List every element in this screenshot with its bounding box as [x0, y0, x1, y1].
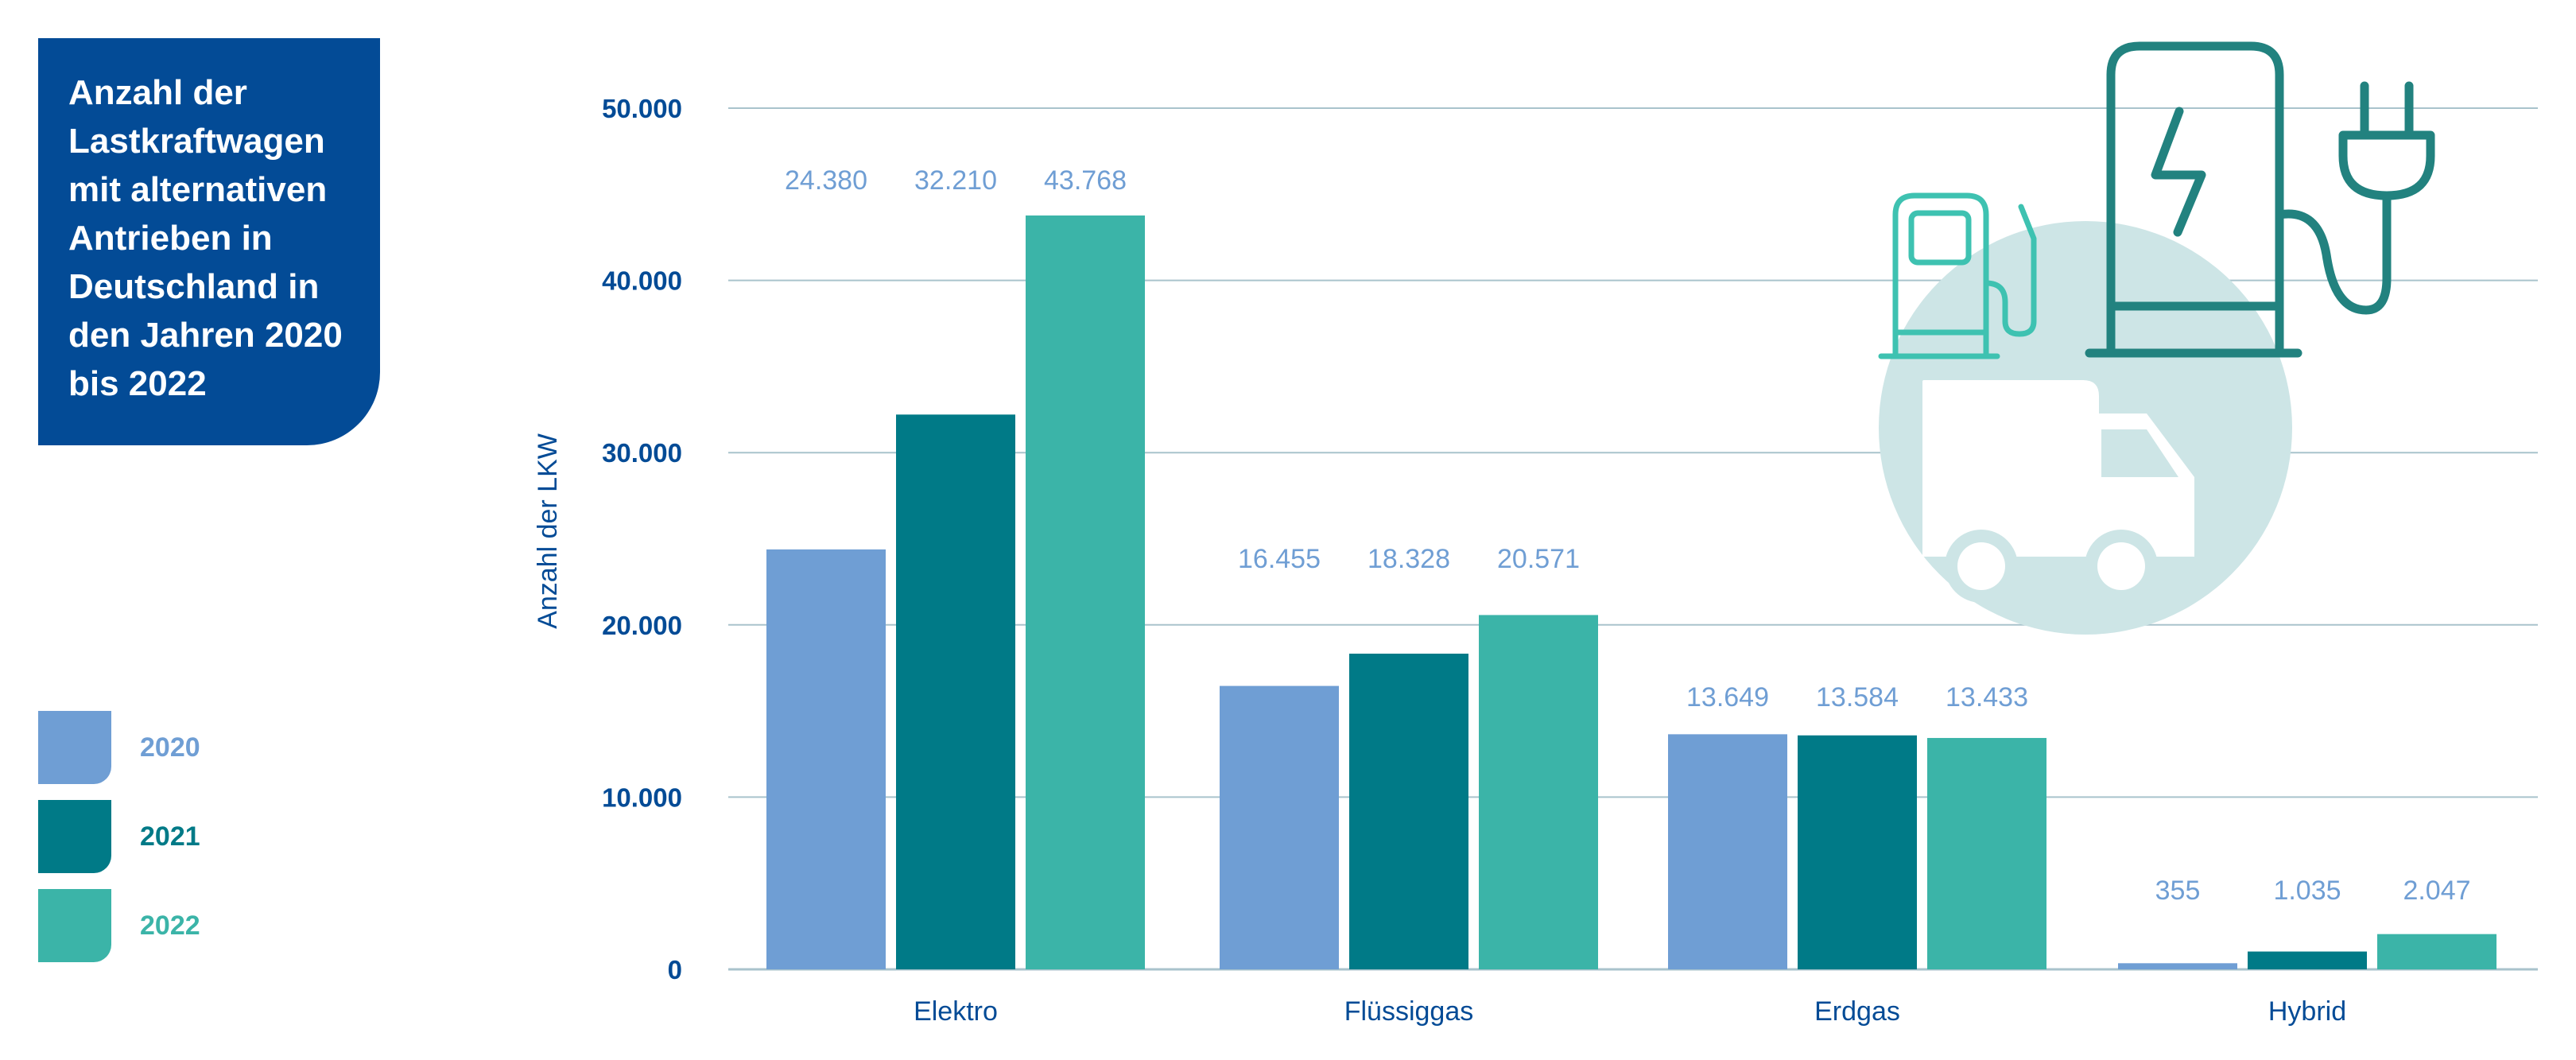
y-tick-label: 10.000	[602, 782, 682, 812]
fuel-pump-icon	[1878, 192, 2037, 359]
legend-swatch-2020	[38, 711, 111, 784]
value-label: 16.455	[1238, 544, 1321, 574]
value-label: 32.210	[914, 165, 997, 196]
value-label: 13.649	[1686, 682, 1769, 712]
legend-swatch-2022	[38, 889, 111, 962]
legend-item-2021: 2021	[38, 800, 200, 873]
bar-elektro-2022	[1026, 215, 1145, 969]
alternative-drive-illustration	[1878, 41, 2435, 635]
bar-erdgas-2020	[1668, 734, 1787, 969]
bars	[766, 215, 2496, 969]
bar-hybrid-2022	[2377, 934, 2496, 969]
bar-elektro-2021	[896, 414, 1015, 969]
y-tick-label: 40.000	[602, 266, 682, 296]
y-axis-title: Anzahl der LKW	[533, 433, 563, 629]
y-tick-label: 20.000	[602, 611, 682, 640]
truck-icon	[1922, 380, 2194, 603]
x-tick-label: Hybrid	[2268, 996, 2346, 1027]
legend-label-2021: 2021	[140, 821, 200, 852]
legend-label-2022: 2022	[140, 910, 200, 941]
legend-item-2020: 2020	[38, 711, 200, 784]
bar-flssiggas-2021	[1349, 654, 1468, 969]
value-label: 24.380	[785, 165, 867, 196]
x-tick-label: Erdgas	[1814, 996, 1900, 1027]
chart-title: Anzahl der Lastkraftwagen mit alternativ…	[38, 38, 380, 445]
y-tick-label: 0	[668, 955, 682, 984]
value-label: 13.584	[1816, 682, 1899, 712]
charging-station-icon	[2085, 41, 2302, 358]
legend-swatch-2021	[38, 800, 111, 873]
bar-flssiggas-2020	[1220, 685, 1339, 969]
y-tick-label: 50.000	[602, 94, 682, 123]
bar-erdgas-2022	[1927, 738, 2046, 969]
x-tick-label: Flüssiggas	[1344, 996, 1474, 1027]
legend-label-2020: 2020	[140, 732, 200, 763]
bar-flssiggas-2022	[1479, 615, 1598, 969]
legend-item-2022: 2022	[38, 889, 200, 962]
value-labels: 24.380 32.210 43.768 16.455 18.328 20.571 13.6…	[785, 165, 2471, 906]
value-label: 355	[2155, 876, 2201, 906]
bar-hybrid-2021	[2248, 951, 2367, 969]
value-label: 43.768	[1044, 165, 1127, 196]
x-tick-label: Elektro	[914, 996, 998, 1027]
y-tick-label: 30.000	[602, 438, 682, 468]
power-plug-icon	[2275, 81, 2435, 315]
axes: 0 10.000 20.000 30.000 40.000 50.000 Anzahl de…	[533, 94, 2346, 1027]
value-label: 13.433	[1946, 682, 2028, 712]
value-label: 2.047	[2403, 876, 2470, 906]
bar-erdgas-2021	[1798, 735, 1917, 969]
value-label: 18.328	[1368, 544, 1450, 574]
bar-elektro-2020	[766, 549, 886, 969]
value-label: 20.571	[1497, 544, 1580, 574]
bar-hybrid-2020	[2118, 963, 2237, 969]
value-label: 1.035	[2273, 876, 2341, 906]
